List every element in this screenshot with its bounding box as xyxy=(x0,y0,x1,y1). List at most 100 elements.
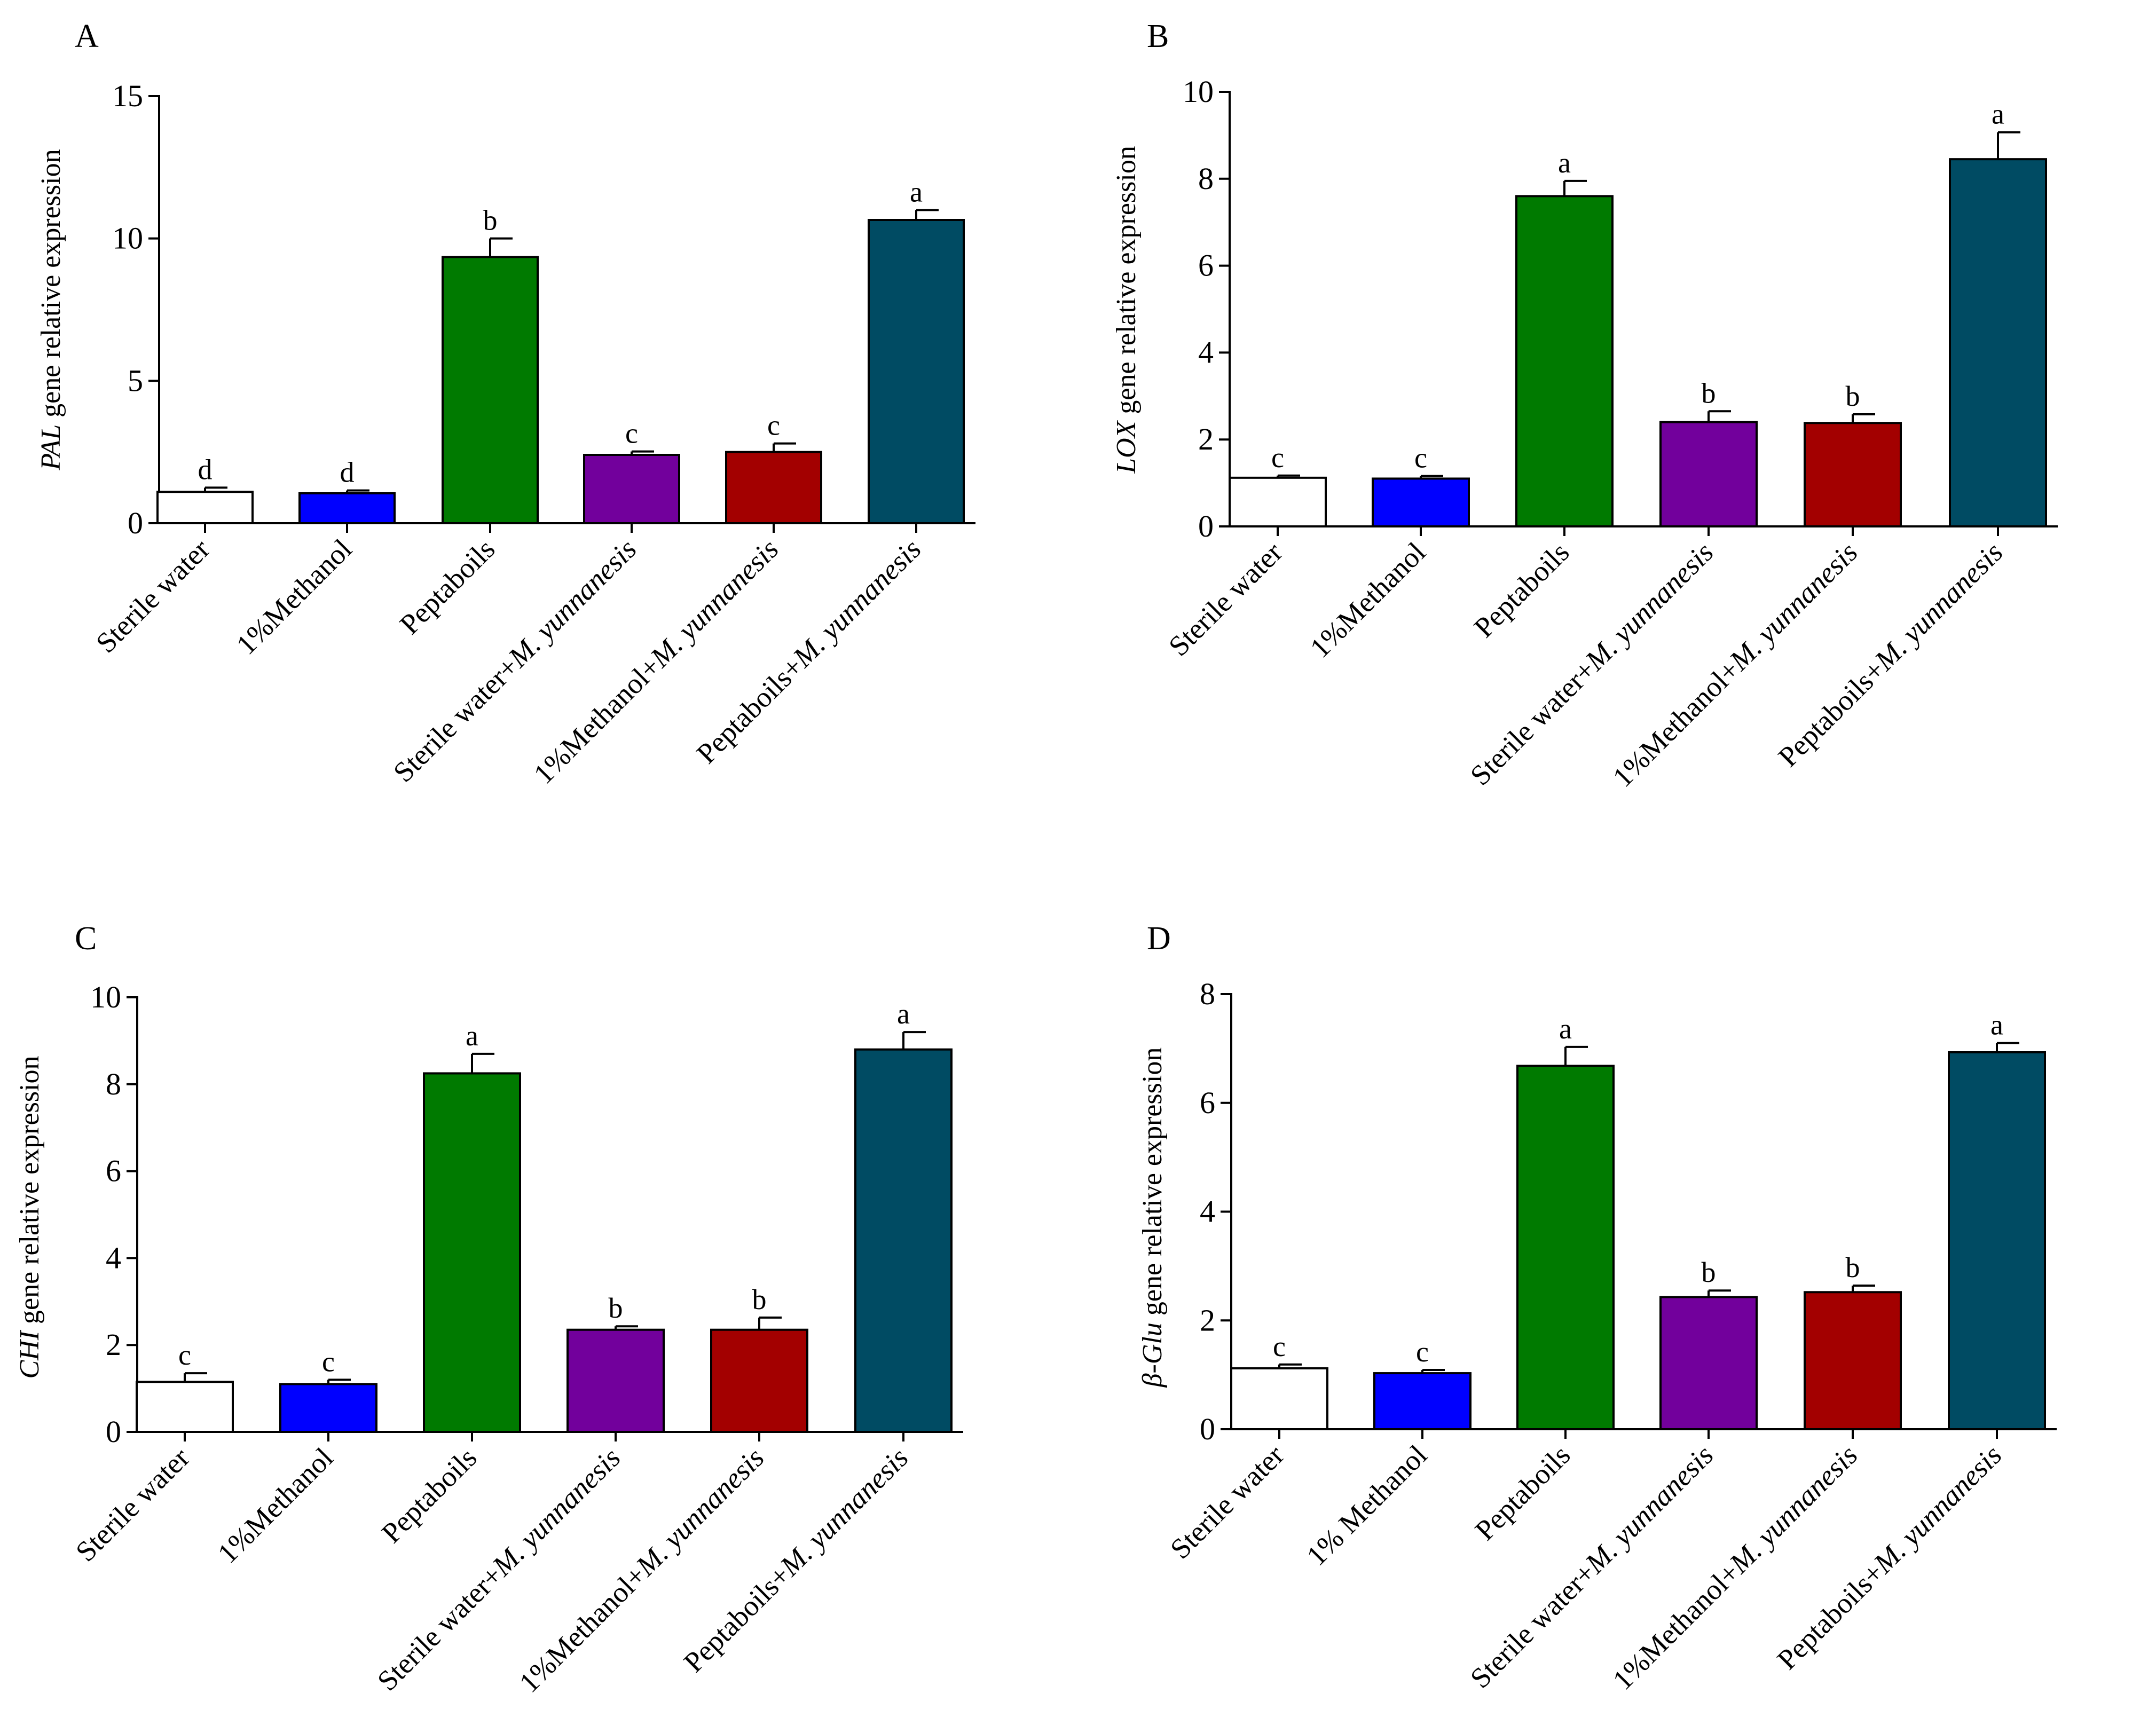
bar-peptaboils xyxy=(1516,1065,1615,1430)
y-axis-gene: LOX xyxy=(1111,420,1142,474)
category-text: Sterile water xyxy=(1164,1439,1290,1565)
category-label: 1%Methanol+M. yunnanesis xyxy=(1607,1439,1864,1696)
category-text: Peptaboils+ xyxy=(1771,1557,1890,1676)
y-tick-label: 2 xyxy=(106,1327,121,1362)
y-tick-label: 0 xyxy=(1200,1412,1215,1446)
significance-letter: c xyxy=(625,418,638,450)
panel-letter: D xyxy=(1147,920,1171,957)
category-label: Sterile water+M. yunnanesis xyxy=(1464,1439,1720,1695)
category-text: 1%Methanol xyxy=(211,1441,340,1570)
category-species: M. yunnanesis xyxy=(1868,536,2009,677)
y-axis-title: PAL gene relative expression xyxy=(36,149,66,470)
y-tick-label: 4 xyxy=(1198,335,1214,369)
category-label: Peptaboils xyxy=(1469,1439,1577,1547)
significance-letter: a xyxy=(1558,147,1571,179)
category-text: Sterile water+ xyxy=(371,1559,509,1697)
bar-sterile-water xyxy=(156,491,254,524)
bar-sterile-water xyxy=(136,1381,234,1433)
y-axis-gene: β-Glu xyxy=(1137,1322,1168,1388)
category-species: M. yunnanesis xyxy=(486,1441,627,1582)
y-axis-title-rest: gene relative expression xyxy=(14,1055,45,1330)
category-label: Peptaboils xyxy=(375,1441,483,1549)
bar-peptaboils-my xyxy=(1949,158,2047,528)
y-tick-label: 10 xyxy=(112,221,143,256)
y-tick-label: 15 xyxy=(112,78,143,113)
category-label: Sterile water xyxy=(90,533,216,659)
significance-letter: b xyxy=(1702,1256,1716,1288)
category-species: M. yunnanesis xyxy=(1723,536,1864,677)
category-text: 1%Methanol xyxy=(230,533,358,661)
y-tick-label: 4 xyxy=(106,1240,121,1275)
category-label: Sterile water+M. yunnanesis xyxy=(371,1441,627,1697)
y-tick-label: 0 xyxy=(128,506,143,540)
significance-letter: a xyxy=(466,1020,478,1052)
category-label: Peptaboils xyxy=(394,533,501,641)
y-axis-title: LOX gene relative expression xyxy=(1111,146,1142,474)
significance-letter: a xyxy=(910,176,923,208)
category-label: 1% Methanol xyxy=(1300,1439,1433,1572)
bar-sterile-water-my xyxy=(1659,421,1758,528)
category-text: Peptaboils xyxy=(375,1441,483,1549)
category-text: Peptaboils+ xyxy=(1772,654,1891,773)
category-label: Peptaboils xyxy=(1468,536,1576,644)
category-species: M. yunnanesis xyxy=(1723,1439,1864,1580)
category-species: M. yunnanesis xyxy=(1579,536,1720,677)
category-label: Sterile water+M. yunnanesis xyxy=(387,533,643,789)
bar-methanol xyxy=(1373,1372,1472,1431)
y-tick-label: 10 xyxy=(90,980,121,1014)
y-axis-title-rest: gene relative expression xyxy=(1111,146,1142,421)
category-text: Sterile water+ xyxy=(387,651,525,789)
y-axis-title-rest: gene relative expression xyxy=(1137,1047,1168,1322)
bar-sterile-water xyxy=(1230,1367,1328,1430)
panel-letter: B xyxy=(1147,18,1169,54)
panel-d: D 0 2 4 6 8 β-Glu gene relative expression c Ste… xyxy=(1137,920,2057,1696)
category-text: 1%Methanol+ xyxy=(528,651,667,790)
significance-letter: b xyxy=(609,1292,623,1324)
significance-letter: b xyxy=(752,1283,767,1315)
panel-c: C 0 2 4 6 8 10 CHI gene relative expression c Ste… xyxy=(14,920,963,1699)
category-text: 1% Methanol xyxy=(1300,1439,1433,1572)
significance-letter: a xyxy=(1559,1013,1572,1045)
y-tick-label: 10 xyxy=(1183,74,1214,109)
panel-letter: A xyxy=(75,18,99,54)
y-axis-gene: PAL xyxy=(36,424,66,471)
y-tick-label: 6 xyxy=(1198,248,1214,283)
bar-methanol xyxy=(1372,477,1470,528)
category-text: 1%Methanol xyxy=(1304,536,1432,664)
significance-letter: b xyxy=(1846,380,1860,412)
significance-letter: c xyxy=(1416,1336,1429,1368)
category-text: Sterile water+ xyxy=(1464,1557,1602,1695)
y-axis-title-rest: gene relative expression xyxy=(36,149,66,424)
y-tick-label: 0 xyxy=(106,1414,121,1449)
category-text: 1%Methanol+ xyxy=(1607,654,1746,793)
category-text: 1%Methanol+ xyxy=(513,1559,652,1699)
significance-letter: b xyxy=(1702,377,1716,409)
y-axis-title: β-Glu gene relative expression xyxy=(1137,1047,1168,1388)
bar-methanol xyxy=(298,492,396,524)
significance-letter: b xyxy=(1846,1251,1860,1283)
significance-letter: c xyxy=(767,409,780,442)
category-species: M. yunnanesis xyxy=(1867,1439,2008,1580)
bar-peptaboils-my xyxy=(854,1048,953,1433)
bar-peptaboils xyxy=(1515,195,1614,527)
category-label: 1%Methanol+M. yunnanesis xyxy=(1607,536,1864,793)
category-text: Peptaboils+ xyxy=(690,651,809,770)
bar-peptaboils-my xyxy=(868,219,965,524)
category-label: Sterile water xyxy=(1164,1439,1290,1565)
significance-letter: b xyxy=(483,204,498,237)
category-species: M. yunnanesis xyxy=(786,533,927,674)
bar-methanol xyxy=(279,1383,377,1433)
category-label: Sterile water xyxy=(1162,536,1288,662)
category-label: 1%Methanol+M. yunnanesis xyxy=(513,1441,770,1699)
significance-letter: a xyxy=(1992,98,2004,130)
panel-b: B 0 2 4 6 8 10 LOX gene relative expression c Ste… xyxy=(1111,18,2058,793)
category-species: M. yunnanesis xyxy=(644,533,785,674)
category-text: Sterile water+ xyxy=(1464,654,1602,792)
y-tick-label: 4 xyxy=(1200,1194,1215,1229)
category-text: Peptaboils xyxy=(394,533,501,641)
bar-sterile-water xyxy=(1229,476,1327,527)
significance-letter: a xyxy=(897,998,910,1030)
y-tick-label: 6 xyxy=(1200,1085,1215,1120)
bar-sterile-water-my xyxy=(566,1328,665,1433)
